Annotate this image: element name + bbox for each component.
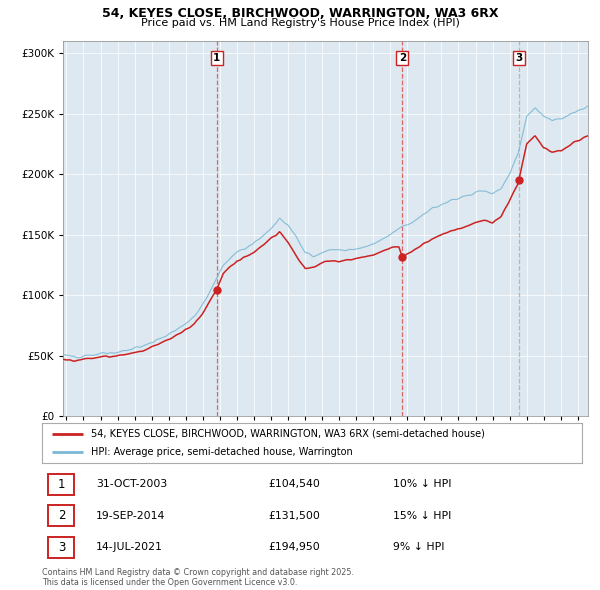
Text: 3: 3	[58, 540, 65, 553]
Text: 31-OCT-2003: 31-OCT-2003	[96, 479, 167, 489]
Text: £104,540: £104,540	[269, 479, 320, 489]
Text: 54, KEYES CLOSE, BIRCHWOOD, WARRINGTON, WA3 6RX: 54, KEYES CLOSE, BIRCHWOOD, WARRINGTON, …	[102, 7, 498, 20]
Text: 10% ↓ HPI: 10% ↓ HPI	[393, 479, 452, 489]
Text: 2: 2	[399, 53, 406, 63]
Text: £194,950: £194,950	[269, 542, 320, 552]
Text: HPI: Average price, semi-detached house, Warrington: HPI: Average price, semi-detached house,…	[91, 447, 352, 457]
FancyBboxPatch shape	[49, 474, 74, 494]
FancyBboxPatch shape	[49, 505, 74, 526]
Text: 3: 3	[515, 53, 523, 63]
Text: 14-JUL-2021: 14-JUL-2021	[96, 542, 163, 552]
Text: 2: 2	[58, 509, 65, 522]
Text: Contains HM Land Registry data © Crown copyright and database right 2025.
This d: Contains HM Land Registry data © Crown c…	[42, 568, 354, 587]
Text: 1: 1	[213, 53, 221, 63]
Text: 54, KEYES CLOSE, BIRCHWOOD, WARRINGTON, WA3 6RX (semi-detached house): 54, KEYES CLOSE, BIRCHWOOD, WARRINGTON, …	[91, 429, 484, 439]
Text: 15% ↓ HPI: 15% ↓ HPI	[393, 511, 451, 520]
Text: 1: 1	[58, 478, 65, 491]
Text: Price paid vs. HM Land Registry's House Price Index (HPI): Price paid vs. HM Land Registry's House …	[140, 18, 460, 28]
Text: £131,500: £131,500	[269, 511, 320, 520]
Text: 9% ↓ HPI: 9% ↓ HPI	[393, 542, 445, 552]
Text: 19-SEP-2014: 19-SEP-2014	[96, 511, 166, 520]
FancyBboxPatch shape	[49, 537, 74, 558]
